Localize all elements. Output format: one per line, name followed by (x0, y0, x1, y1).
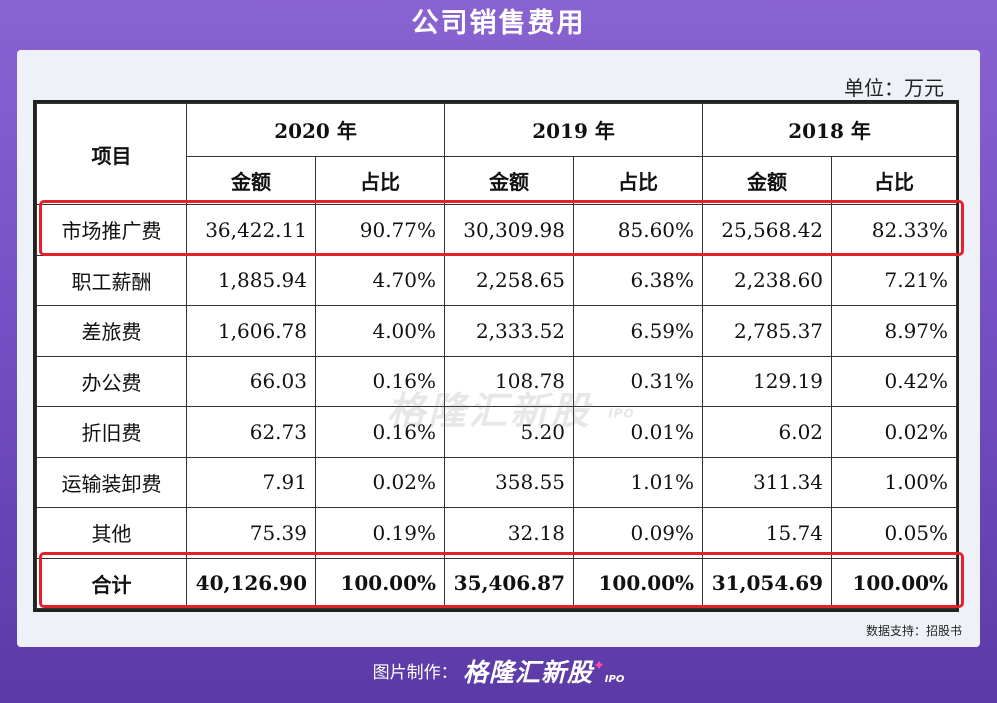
ratio-header: 占比 (314, 155, 446, 206)
cell-value: 100.00% (314, 557, 446, 609)
cell-value: 1.01% (573, 456, 704, 508)
cell-value: 82.33% (831, 204, 958, 256)
cell-value: 2,258.65 (444, 254, 575, 306)
cell-value: 311.34 (702, 456, 833, 508)
year-header: 2018 年 (702, 103, 958, 157)
cell-value: 15.74 (702, 507, 833, 559)
cell-value: 0.16% (314, 355, 446, 407)
cell-value: 2,238.60 (702, 254, 833, 306)
footer: 图片制作： 格隆汇新股✦IPO (0, 651, 997, 695)
table-card: 单位：万元 项目 2020 年 2019 年 2018 年 金额 占比 金额 占… (17, 50, 980, 647)
spark-icon: ✦ (593, 658, 605, 674)
table-row: 运输装卸费 7.91 0.02% 358.55 1.01% 311.34 1.00% (36, 456, 958, 508)
cell-value: 36,422.11 (186, 204, 316, 256)
table-row: 职工薪酬 1,885.94 4.70% 2,258.65 6.38% 2,238.60 7.… (36, 254, 958, 306)
cell-value: 0.42% (831, 355, 958, 407)
cell-value: 358.55 (444, 456, 575, 508)
cell-value: 30,309.98 (444, 204, 575, 256)
total-row: 合计 40,126.90 100.00% 35,406.87 100.00% 3… (36, 557, 958, 609)
cell-value: 0.31% (573, 355, 704, 407)
cell-value: 100.00% (831, 557, 958, 609)
cell-value: 90.77% (314, 204, 446, 256)
row-label: 办公费 (36, 355, 187, 407)
cell-value: 0.01% (573, 406, 704, 458)
cell-value: 6.59% (573, 305, 704, 357)
cell-value: 108.78 (444, 355, 575, 407)
table-row: 办公费 66.03 0.16% 108.78 0.31% 129.19 0.42% (36, 355, 958, 407)
year-header: 2020 年 (185, 103, 446, 157)
source-note: 数据支持：招股书 (865, 624, 962, 638)
cell-value: 6.38% (573, 254, 704, 306)
header-row-sub: 金额 占比 金额 占比 金额 占比 (37, 155, 958, 206)
cell-value: 1.00% (831, 456, 958, 508)
cell-value: 2,333.52 (444, 305, 575, 357)
table-row: 差旅费 1,606.78 4.00% 2,333.52 6.59% 2,785.37 8.9… (36, 305, 958, 357)
unit-label: 单位：万元 (844, 76, 944, 100)
amount-header: 金额 (702, 155, 833, 206)
table-row: 其他 75.39 0.19% 32.18 0.09% 15.74 0.05% (36, 507, 958, 559)
cell-value: 25,568.42 (702, 204, 833, 256)
ratio-header: 占比 (573, 155, 704, 206)
cell-value: 32.18 (444, 507, 575, 559)
cell-value: 129.19 (702, 355, 833, 407)
cell-value: 100.00% (573, 557, 704, 609)
page-title: 公司销售费用 (411, 8, 586, 39)
expense-table-wrapper: 项目 2020 年 2019 年 2018 年 金额 占比 金额 占比 金额 占… (33, 100, 959, 612)
cell-value: 0.16% (314, 406, 446, 458)
cell-value: 2,785.37 (702, 305, 833, 357)
table-row: 折旧费 62.73 0.16% 5.20 0.01% 6.02 0.02% (36, 406, 958, 458)
footer-brand-sub: IPO (604, 674, 625, 685)
cell-value: 1,885.94 (186, 254, 316, 306)
row-label: 折旧费 (36, 406, 187, 458)
cell-value: 0.02% (831, 406, 958, 458)
header-row-years: 项目 2020 年 2019 年 2018 年 (36, 103, 958, 205)
footer-brand: 格隆汇新股 (463, 658, 594, 687)
cell-value: 4.00% (314, 305, 446, 357)
year-header: 2019 年 (444, 103, 704, 157)
cell-value: 85.60% (573, 204, 704, 256)
cell-value: 40,126.90 (186, 557, 316, 609)
item-header: 项目 (36, 103, 187, 205)
cell-value: 6.02 (702, 406, 833, 458)
row-label: 差旅费 (36, 305, 187, 357)
ratio-header: 占比 (831, 155, 958, 206)
cell-value: 1,606.78 (186, 305, 316, 357)
cell-value: 75.39 (186, 507, 316, 559)
footer-label: 图片制作： (372, 663, 458, 683)
cell-value: 4.70% (314, 254, 446, 306)
row-label: 市场推广费 (36, 204, 187, 256)
cell-value: 8.97% (831, 305, 958, 357)
cell-value: 31,054.69 (702, 557, 833, 609)
cell-value: 0.02% (314, 456, 446, 508)
amount-header: 金额 (444, 155, 575, 206)
expense-table: 项目 2020 年 2019 年 2018 年 金额 占比 金额 占比 金额 占… (36, 103, 958, 609)
cell-value: 5.20 (444, 406, 575, 458)
cell-value: 7.21% (831, 254, 958, 306)
row-label: 职工薪酬 (36, 254, 187, 306)
amount-header: 金额 (186, 155, 316, 206)
row-label: 合计 (36, 557, 187, 609)
cell-value: 62.73 (186, 406, 316, 458)
row-label: 其他 (36, 507, 187, 559)
row-label: 运输装卸费 (36, 456, 187, 508)
cell-value: 0.05% (831, 507, 958, 559)
cell-value: 35,406.87 (444, 557, 575, 609)
cell-value: 66.03 (186, 355, 316, 407)
cell-value: 0.09% (573, 507, 704, 559)
cell-value: 0.19% (314, 507, 446, 559)
cell-value: 7.91 (186, 456, 316, 508)
table-row: 市场推广费 36,422.11 90.77% 30,309.98 85.60% 25,56… (36, 204, 958, 256)
